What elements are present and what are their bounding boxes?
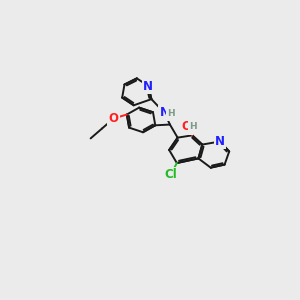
Text: Cl: Cl (164, 168, 177, 181)
Text: N: N (215, 135, 225, 148)
Text: H: H (189, 122, 197, 131)
Text: N: N (143, 80, 153, 92)
Text: H: H (167, 109, 175, 118)
Text: N: N (160, 106, 170, 119)
Text: O: O (109, 112, 119, 125)
Text: O: O (182, 120, 192, 134)
